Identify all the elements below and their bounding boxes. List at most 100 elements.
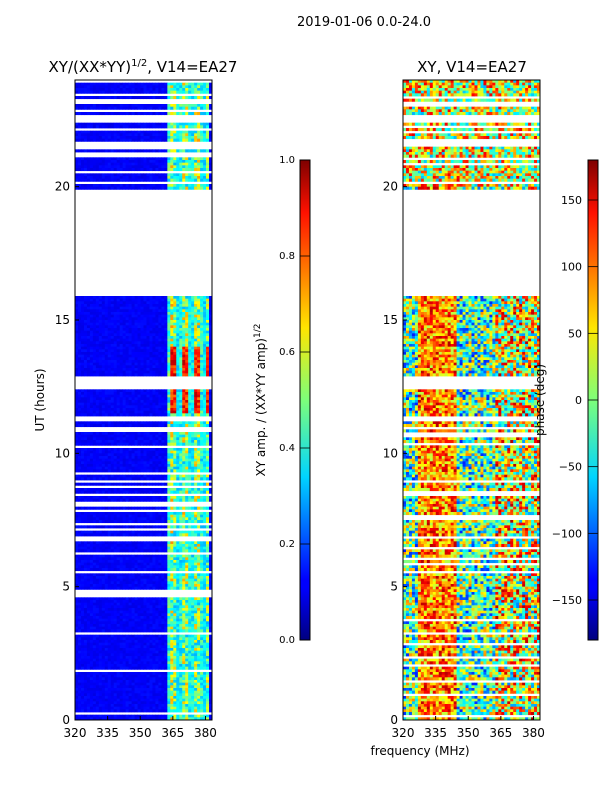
heatmap-cell <box>143 488 147 492</box>
heatmap-cell <box>86 336 91 340</box>
heatmap-cell <box>113 178 118 182</box>
heatmap-cell <box>122 557 127 561</box>
heatmap-cell <box>161 360 165 364</box>
heatmap-cell <box>92 456 97 460</box>
heatmap-cell <box>119 162 124 166</box>
heatmap-cell <box>173 474 177 478</box>
heatmap-cell <box>75 410 79 414</box>
heatmap-cell <box>75 168 79 172</box>
heatmap-cell <box>101 490 106 494</box>
heatmap-cell <box>107 125 112 129</box>
heatmap-cell <box>143 456 147 460</box>
heatmap-cell <box>197 341 201 345</box>
heatmap-cell <box>179 464 183 468</box>
heatmap-cell <box>122 464 127 468</box>
heatmap-cell <box>167 157 171 161</box>
heatmap-cell <box>158 362 162 366</box>
heatmap-cell <box>161 557 165 561</box>
heatmap-cell <box>185 312 189 316</box>
heatmap-cell <box>77 360 82 364</box>
heatmap-cell <box>101 312 106 316</box>
heatmap-cell <box>131 333 135 337</box>
heatmap-cell <box>194 432 198 436</box>
heatmap-cell <box>113 458 118 462</box>
heatmap-cell <box>176 421 180 425</box>
heatmap-cell <box>146 544 150 548</box>
heatmap-cell <box>89 405 94 409</box>
heatmap-cell <box>209 112 213 116</box>
heatmap-cell <box>203 544 207 548</box>
heatmap-cell <box>86 525 91 529</box>
heatmap-cell <box>167 85 171 89</box>
heatmap-cell <box>146 442 150 446</box>
heatmap-cell <box>143 298 147 302</box>
heatmap-cell <box>164 565 168 569</box>
heatmap-cell <box>131 301 135 305</box>
heatmap-cell <box>146 317 150 321</box>
heatmap-cell <box>110 477 115 481</box>
heatmap-cell <box>185 450 189 454</box>
heatmap-cell <box>101 104 106 108</box>
heatmap-cell <box>80 410 85 414</box>
heatmap-cell <box>182 530 186 534</box>
heatmap-cell <box>209 496 213 500</box>
heatmap-cell <box>80 168 85 172</box>
heatmap-cell <box>75 549 79 553</box>
heatmap-cell <box>206 557 210 561</box>
heatmap-cell <box>155 546 159 550</box>
heatmap-cell <box>107 349 112 353</box>
heatmap-cell <box>206 565 210 569</box>
heatmap-cell <box>89 456 94 460</box>
heatmap-cell <box>77 349 82 353</box>
heatmap-cell <box>128 370 132 374</box>
heatmap-cell <box>137 442 141 446</box>
heatmap-cell <box>194 405 198 409</box>
heatmap-cell <box>197 506 201 510</box>
heatmap-cell <box>146 354 150 358</box>
heatmap-cell <box>176 474 180 478</box>
heatmap-cell <box>155 90 159 94</box>
heatmap-cell <box>107 506 112 510</box>
heatmap-cell <box>203 389 207 393</box>
heatmap-cell <box>152 165 156 169</box>
heatmap-cell <box>143 530 147 534</box>
heatmap-cell <box>92 466 97 470</box>
heatmap-cell <box>203 173 207 177</box>
heatmap-cell <box>200 368 204 372</box>
heatmap-cell <box>98 112 103 116</box>
heatmap-cell <box>104 533 109 537</box>
heatmap-cell <box>140 469 144 473</box>
heatmap-cell <box>200 424 204 428</box>
heatmap-cell <box>203 397 207 401</box>
heatmap-cell <box>197 402 201 406</box>
heatmap-cell <box>197 173 201 177</box>
heatmap-cell <box>197 104 201 108</box>
heatmap-cell <box>98 362 103 366</box>
heatmap-cell <box>107 178 112 182</box>
heatmap-cell <box>80 357 85 361</box>
heatmap-cell <box>179 434 183 438</box>
heatmap-cell <box>170 458 174 462</box>
heatmap-cell <box>95 341 100 345</box>
heatmap-cell <box>89 112 94 116</box>
heatmap-cell <box>122 520 127 524</box>
heatmap-cell <box>140 106 144 110</box>
heatmap-cell <box>203 178 207 182</box>
heatmap-cell <box>146 437 150 441</box>
heatmap-cell <box>140 82 144 86</box>
heatmap-cell <box>131 544 135 548</box>
heatmap-cell <box>122 354 127 358</box>
heatmap-cell <box>95 530 100 534</box>
heatmap-cell <box>128 541 132 545</box>
heatmap-cell <box>188 344 192 348</box>
heatmap-cell <box>104 336 109 340</box>
heatmap-cell <box>134 514 138 518</box>
heatmap-cell <box>143 373 147 377</box>
heatmap-cell <box>185 184 189 188</box>
heatmap-cell <box>146 186 150 190</box>
heatmap-cell <box>92 112 97 116</box>
heatmap-cell <box>101 392 106 396</box>
heatmap-cell <box>140 96 144 100</box>
heatmap-cell <box>83 562 88 566</box>
heatmap-cell <box>185 461 189 465</box>
